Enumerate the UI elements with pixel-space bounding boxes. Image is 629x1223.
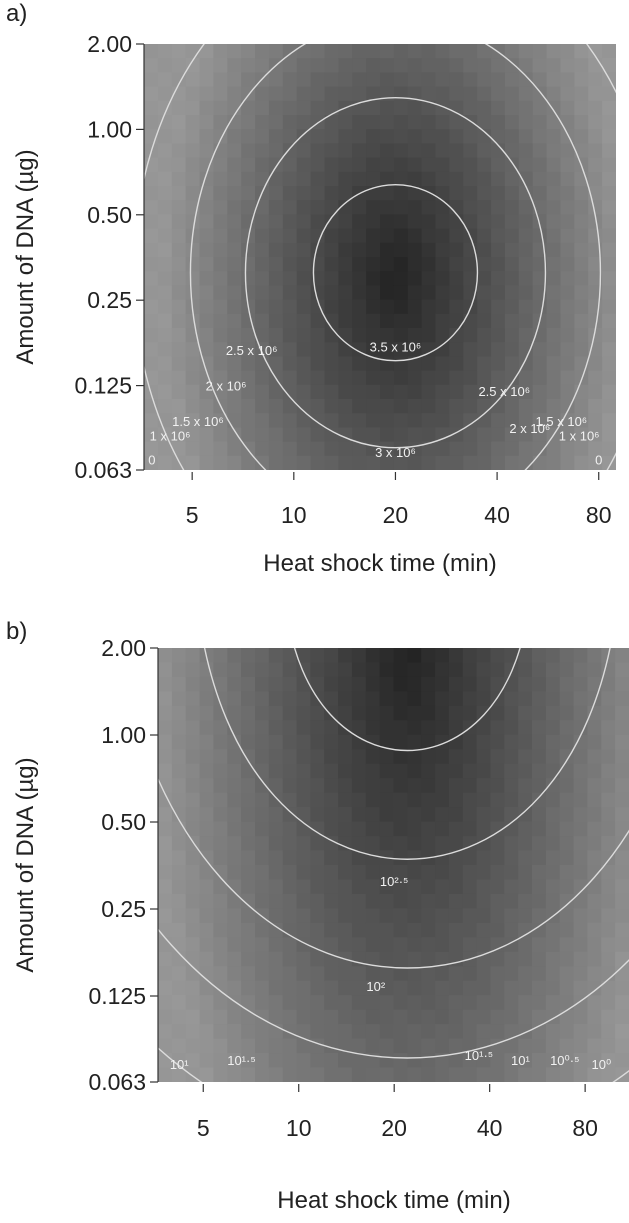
y-axis-title: Amount of DNA (µg) bbox=[12, 149, 39, 364]
y-tick-label: 1.00 bbox=[87, 116, 132, 142]
contour-label: 10¹ bbox=[170, 1057, 189, 1072]
y-tick-label: 0.063 bbox=[88, 1069, 146, 1095]
contour-line bbox=[158, 777, 629, 969]
contour-label: 1.5 x 10⁶ bbox=[172, 414, 224, 429]
contour-line bbox=[204, 648, 611, 860]
contour-label: 10¹ bbox=[511, 1053, 530, 1068]
contour-label: 1 x 10⁶ bbox=[559, 429, 600, 444]
contour-line bbox=[293, 648, 521, 751]
panel-b: b) 10¹ 10¹·⁵ 10² 10²·⁵ 10¹·⁵ 10¹ 10⁰·⁵ 10⁰ 0.063… bbox=[0, 618, 629, 1223]
contour-line bbox=[312, 184, 479, 362]
contour-label: 1 x 10⁶ bbox=[150, 429, 191, 444]
contour-line bbox=[244, 97, 547, 449]
contour-label: 10⁰ bbox=[592, 1057, 612, 1072]
x-tick-label: 80 bbox=[586, 502, 612, 528]
y-tick-label: 0.50 bbox=[87, 202, 132, 228]
y-tick-label: 0.125 bbox=[88, 983, 146, 1009]
contour-label: 2.5 x 10⁶ bbox=[226, 343, 278, 358]
surface-heatmap bbox=[158, 648, 629, 1082]
y-tick-label: 0.50 bbox=[101, 809, 146, 835]
contour-label: 10⁰·⁵ bbox=[550, 1053, 579, 1068]
x-tick-label: 10 bbox=[286, 1115, 312, 1141]
y-tick-label: 0.125 bbox=[74, 373, 132, 399]
x-axis-title: Heat shock time (min) bbox=[277, 1187, 510, 1214]
x-tick-label: 40 bbox=[484, 502, 510, 528]
y-tick-label: 0.063 bbox=[74, 457, 132, 483]
y-tick-label: 1.00 bbox=[101, 722, 146, 748]
panel-label-b: b) bbox=[6, 618, 28, 645]
x-tick-label: 40 bbox=[477, 1115, 503, 1141]
x-tick-label: 80 bbox=[572, 1115, 598, 1141]
contour-plot-b: 10¹ 10¹·⁵ 10² 10²·⁵ 10¹·⁵ 10¹ 10⁰·⁵ 10⁰ 0.063 0.1… bbox=[12, 635, 629, 1214]
y-tick-label: 2.00 bbox=[101, 635, 146, 661]
y-tick-label: 0.25 bbox=[87, 287, 132, 313]
x-tick-label: 20 bbox=[383, 502, 409, 528]
y-axis-title: Amount of DNA (µg) bbox=[12, 757, 39, 972]
contour-label: 3.5 x 10⁶ bbox=[370, 339, 422, 354]
contour-line bbox=[158, 928, 629, 1059]
contour-label: 10²·⁵ bbox=[380, 874, 409, 889]
x-tick-label: 10 bbox=[281, 502, 307, 528]
contour-label: 10¹·⁵ bbox=[227, 1053, 256, 1068]
x-axis-title: Heat shock time (min) bbox=[263, 550, 496, 577]
contour-label: 10¹·⁵ bbox=[465, 1048, 494, 1063]
contour-label: 2.5 x 10⁶ bbox=[478, 384, 530, 399]
y-tick-label: 0.25 bbox=[101, 896, 146, 922]
panel-label-a: a) bbox=[6, 0, 28, 27]
contour-label: 1.5 x 10⁶ bbox=[536, 414, 588, 429]
contour-label: 0 bbox=[148, 452, 155, 467]
contour-line bbox=[189, 44, 602, 470]
x-tick-label: 5 bbox=[197, 1115, 210, 1141]
y-tick-label: 2.00 bbox=[87, 31, 132, 57]
x-tick-label: 20 bbox=[381, 1115, 407, 1141]
contour-label: 2 x 10⁶ bbox=[206, 379, 247, 394]
contour-label: 3 x 10⁶ bbox=[375, 445, 416, 460]
x-tick-label: 5 bbox=[186, 502, 199, 528]
contour-label: 0 bbox=[595, 452, 602, 467]
surface-heatmap bbox=[144, 44, 616, 470]
contour-label: 10² bbox=[366, 979, 385, 994]
contour-label: 2 x 10⁶ bbox=[509, 421, 550, 436]
